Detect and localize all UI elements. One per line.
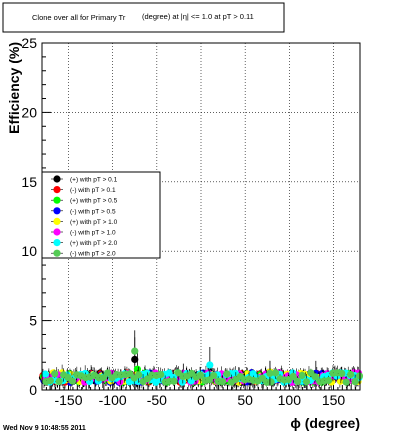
data-point <box>266 369 274 377</box>
data-point <box>178 378 186 386</box>
data-point <box>267 378 275 386</box>
data-point <box>46 376 54 385</box>
legend-label: (-) with pT > 2.0 <box>70 251 116 258</box>
data-point <box>206 361 214 369</box>
data-points <box>38 330 364 390</box>
title-box <box>2 2 285 33</box>
data-point <box>135 371 143 379</box>
y-tick-label: 20 <box>21 104 37 120</box>
data-point <box>271 369 280 377</box>
x-tick-label: -150 <box>54 392 82 408</box>
data-point <box>324 376 333 385</box>
data-point <box>104 369 112 377</box>
data-point <box>196 371 205 379</box>
timestamp: Wed Nov 9 10:48:55 2011 <box>3 425 86 432</box>
legend-box <box>41 171 161 259</box>
data-point <box>210 371 218 380</box>
legend-label: (+) with pT > 1.0 <box>70 219 118 226</box>
legend-marker <box>53 175 61 183</box>
y-tick-label: 15 <box>21 174 37 190</box>
legend-label: (+) with pT > 0.1 <box>70 177 118 184</box>
legend-marker <box>53 196 61 204</box>
y-tick-label: 5 <box>29 313 37 329</box>
legend-label: (+) with pT > 0.5 <box>70 198 118 205</box>
data-point <box>170 377 178 385</box>
data-point <box>131 347 139 355</box>
data-point <box>342 378 350 386</box>
data-point <box>302 378 311 386</box>
data-point <box>351 378 359 386</box>
legend-label: (+) with pT > 2.0 <box>70 240 118 247</box>
chart-title-part2: (degree) at |η| <= 1.0 at pT > 0.11 <box>142 12 254 21</box>
data-point <box>133 365 141 373</box>
y-tick-label: 25 <box>21 35 37 51</box>
y-tick-label: 0 <box>29 382 37 398</box>
y-axis-label: Efficiency (%) <box>6 42 22 134</box>
data-point <box>347 370 355 379</box>
data-point <box>51 370 59 378</box>
data-point <box>311 373 319 381</box>
legend-label: (-) with pT > 0.5 <box>70 208 116 215</box>
legend-marker <box>53 249 61 257</box>
x-tick-label: 50 <box>237 392 253 408</box>
data-point <box>298 371 306 380</box>
x-tick-label: -100 <box>99 392 127 408</box>
legend-marker <box>53 207 61 215</box>
data-point <box>355 372 364 380</box>
legend-label: (-) with pT > 0.1 <box>70 187 116 194</box>
legend-marker <box>53 239 61 247</box>
y-tick-label: 10 <box>21 243 37 259</box>
legend-marker <box>53 217 61 225</box>
data-point <box>336 377 344 385</box>
x-tick-label: 0 <box>197 392 205 408</box>
data-point <box>338 369 346 378</box>
data-point <box>41 370 50 378</box>
legend-marker <box>53 228 61 236</box>
chart-title-part1: Clone over all for Primary Tr <box>32 13 126 22</box>
x-axis-label: ϕ (degree) <box>290 415 360 431</box>
x-tick-label: 100 <box>278 392 302 408</box>
data-point <box>289 372 297 381</box>
data-point <box>157 371 165 379</box>
data-point <box>218 378 227 386</box>
data-point <box>165 369 173 377</box>
data-point <box>99 374 107 382</box>
legend: (+) with pT > 0.1 (-) with pT > 0.1 (+) wi… <box>41 171 161 259</box>
data-point <box>55 377 63 385</box>
data-point <box>68 377 77 385</box>
series-group <box>42 337 364 390</box>
legend-label: (-) with pT > 1.0 <box>70 230 116 237</box>
x-tick-label: 150 <box>322 392 346 408</box>
legend-marker <box>53 186 61 194</box>
data-point <box>223 370 231 378</box>
x-tick-label: -50 <box>147 392 167 408</box>
data-point <box>294 377 302 385</box>
